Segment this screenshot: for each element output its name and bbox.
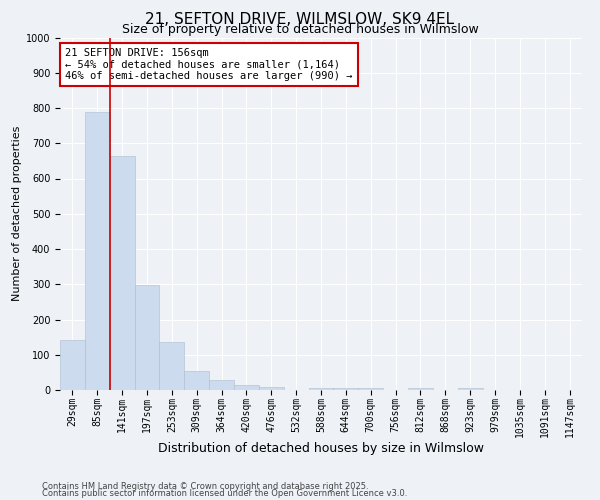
Bar: [259, 387, 284, 390]
Bar: [408, 388, 433, 390]
Bar: [234, 386, 259, 390]
Bar: [458, 388, 482, 390]
Bar: [308, 388, 334, 390]
Bar: [60, 340, 85, 390]
Text: Contains public sector information licensed under the Open Government Licence v3: Contains public sector information licen…: [42, 489, 407, 498]
Bar: [110, 156, 134, 390]
Bar: [358, 388, 383, 390]
Y-axis label: Number of detached properties: Number of detached properties: [11, 126, 22, 302]
Bar: [134, 285, 160, 390]
Bar: [334, 388, 358, 390]
Bar: [209, 380, 234, 390]
Bar: [160, 342, 184, 390]
X-axis label: Distribution of detached houses by size in Wilmslow: Distribution of detached houses by size …: [158, 442, 484, 454]
Text: Contains HM Land Registry data © Crown copyright and database right 2025.: Contains HM Land Registry data © Crown c…: [42, 482, 368, 491]
Text: 21 SEFTON DRIVE: 156sqm
← 54% of detached houses are smaller (1,164)
46% of semi: 21 SEFTON DRIVE: 156sqm ← 54% of detache…: [65, 48, 353, 82]
Text: 21, SEFTON DRIVE, WILMSLOW, SK9 4EL: 21, SEFTON DRIVE, WILMSLOW, SK9 4EL: [145, 12, 455, 28]
Bar: [184, 370, 209, 390]
Text: Size of property relative to detached houses in Wilmslow: Size of property relative to detached ho…: [122, 22, 478, 36]
Bar: [85, 112, 110, 390]
